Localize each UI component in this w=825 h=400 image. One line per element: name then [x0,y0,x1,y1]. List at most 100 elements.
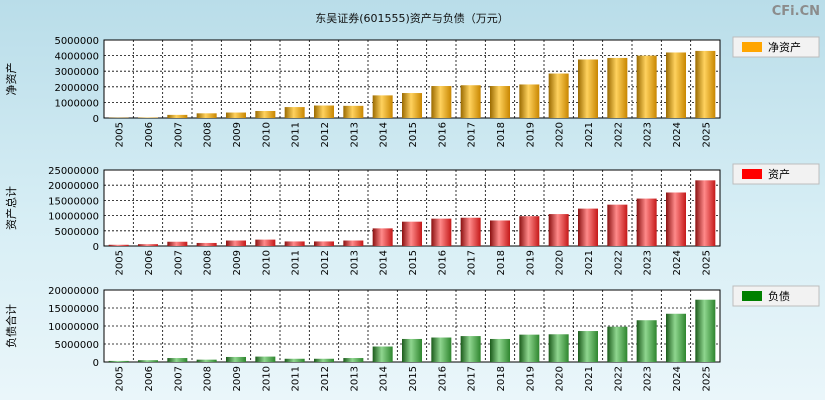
y-axis-label: 负债合计 [4,304,18,348]
y-axis-label: 资产总计 [4,186,18,230]
legend: 净资产 [732,36,820,58]
bar-2010 [255,239,276,246]
bar-2013 [343,358,364,362]
x-tick-label: 2025 [701,122,712,147]
bar-2018 [490,220,510,246]
bar-2019 [519,334,540,362]
bar-2018 [490,86,510,118]
bar-2005 [108,244,129,246]
x-tick-label: 2019 [525,366,536,391]
y-tick-label: 15000000 [48,196,99,207]
bar-2007 [167,241,188,246]
x-tick-label: 2005 [115,250,126,275]
bar-2005 [108,360,129,362]
y-tick-label: 5000000 [54,340,99,351]
x-tick-label: 2008 [203,250,214,275]
x-tick-label: 2013 [349,366,360,391]
x-tick-label: 2016 [437,122,448,147]
bar-2015 [402,338,422,362]
bar-2015 [402,93,422,118]
y-tick-label: 15000000 [48,304,99,315]
chart-title: 东吴证券(601555)资产与负债（万元） [315,11,509,25]
bar-2017 [460,217,481,246]
bar-2013 [343,105,364,118]
x-tick-label: 2024 [672,122,683,147]
y-tick-label: 5000000 [54,227,99,238]
x-tick-label: 2014 [379,366,390,391]
y-tick-label: 10000000 [48,322,99,333]
x-tick-label: 2007 [173,366,184,391]
x-tick-label: 2018 [496,250,507,275]
x-tick-label: 2024 [672,250,683,275]
bar-2017 [460,336,481,362]
bar-2006 [138,360,158,362]
bar-2012 [314,105,334,118]
bar-2011 [284,241,305,246]
x-tick-label: 2017 [467,366,478,391]
bar-2024 [666,192,686,246]
x-tick-label: 2023 [643,122,654,147]
panel-2: 0 5000000 10000000 15000000 20000000 25000000… [4,163,820,275]
bar-2012 [314,358,334,362]
y-tick-label: 5000000 [54,36,99,47]
y-tick-label: 20000000 [48,286,99,297]
x-tick-label: 2021 [584,250,595,275]
bar-2025 [695,299,716,362]
x-tick-label: 2009 [232,250,243,275]
x-tick-label: 2011 [291,122,302,147]
bar-2025 [695,180,716,246]
x-tick-label: 2022 [613,250,624,275]
x-tick-label: 2005 [115,122,126,147]
legend-swatch [742,291,762,301]
x-tick-label: 2008 [203,122,214,147]
x-tick-label: 2020 [555,122,566,147]
x-tick-label: 2021 [584,366,595,391]
panel-3: 0 5000000 10000000 15000000 20000000 2005 2006… [4,285,820,391]
x-tick-label: 2007 [173,250,184,275]
x-tick-label: 2015 [408,122,419,147]
legend-label: 资产 [768,167,790,181]
bar-2008 [196,359,217,362]
x-tick-label: 2005 [115,366,126,391]
bar-2007 [167,114,188,118]
bar-2014 [372,228,393,246]
bar-2022 [607,326,628,362]
bar-2006 [138,244,158,246]
bar-2025 [695,50,716,118]
x-tick-label: 2011 [291,366,302,391]
x-tick-label: 2012 [320,366,331,391]
bar-2009 [226,112,246,118]
x-tick-label: 2013 [349,122,360,147]
bar-2011 [284,358,305,362]
y-tick-label: 1000000 [54,98,99,109]
bar-2023 [636,320,657,362]
x-tick-label: 2021 [584,122,595,147]
legend: 资产 [732,163,820,185]
watermark: CFi.CN [772,4,820,19]
x-tick-label: 2016 [437,366,448,391]
y-tick-label: 20000000 [48,181,99,192]
bar-2020 [548,73,569,118]
y-tick-label: 3000000 [54,67,99,78]
x-tick-label: 2010 [261,250,272,275]
bar-2009 [226,356,246,362]
x-tick-label: 2009 [232,366,243,391]
x-tick-label: 2023 [643,366,654,391]
x-tick-label: 2006 [144,122,155,147]
x-tick-label: 2018 [496,366,507,391]
x-tick-label: 2006 [144,250,155,275]
x-tick-label: 2010 [261,366,272,391]
legend: 负债 [732,285,820,307]
bar-2016 [431,86,452,118]
y-tick-label: 25000000 [48,166,99,177]
x-tick-label: 2025 [701,366,712,391]
bar-2018 [490,338,510,362]
bar-2017 [460,85,481,118]
x-tick-label: 2013 [349,250,360,275]
bar-2021 [578,331,598,362]
bar-2021 [578,208,598,246]
x-tick-label: 2012 [320,250,331,275]
legend-label: 净资产 [768,40,801,54]
x-tick-label: 2022 [613,122,624,147]
